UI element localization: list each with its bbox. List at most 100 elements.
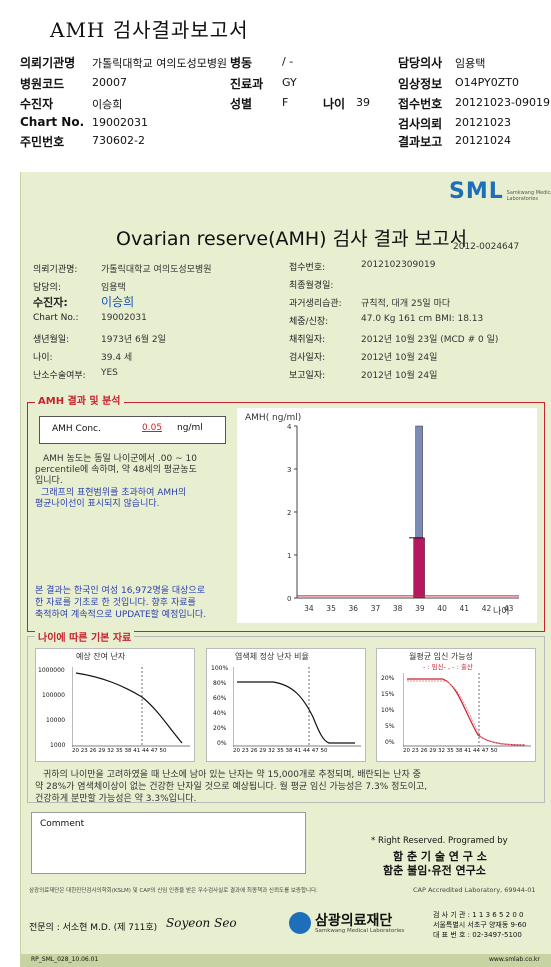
patient-value: 이승희 [92,98,123,111]
dept-label: 진료과 [230,77,264,91]
info-age-value: 39.4 세 [101,353,133,363]
analysis-line-3: 입니다. [35,476,63,486]
website: www.smlab.co.kr [489,956,540,963]
info-patient-label: 수진자: [33,296,68,309]
accreditation-note: 삼광의료재단은 대한진단검사의학회(KSLM) 및 CAP의 신임 인증을 받은… [29,888,318,894]
mini-chart-2-ytick: 100% [211,665,229,672]
sml-logo-text: SML [449,179,504,204]
info-patient-value: 이승희 [101,295,135,309]
rights-text: * Right Reserved. Programed by [371,836,508,846]
cap-accreditation: CAP Accredited Laboratory, 69944-01 [413,886,536,894]
mini-chart-2-ytick: 40% [213,710,227,717]
amh-x-tick-label: 35 [326,604,336,613]
info-receipt-value: 2012102309019 [361,260,436,270]
mini-chart-pregnancy: 월평균 임신 가능성 - : 임신- , - : 출산 20% 15% 10% … [376,648,536,762]
resident-no-label: 주민번호 [20,135,65,149]
amh-y-tick-label: 0 [287,595,291,603]
test-request-value: 20121023 [455,116,511,129]
age-data-section [27,636,545,803]
mini-chart-2-curve [237,681,355,744]
mini-chart-2-xticks: 20 23 26 29 32 35 38 41 44 47 50 [233,748,328,754]
info-lmp-label: 최종월경일: [289,281,334,291]
mini-chart-2-ytick: 0% [217,740,227,747]
dept-value: GY [282,76,297,89]
amh-concentration-box: AMH Conc. 0.05 ng/ml [39,416,226,444]
resident-no-value: 730602-2 [92,134,145,147]
mini-chart-3-ytick: 10% [381,707,395,714]
amh-y-tick-label: 3 [287,466,291,474]
mini-chart-3-ytick: 0% [385,739,395,746]
amh-conc-unit: ng/ml [177,423,203,433]
info-cycle-value: 규칙적, 대개 25일 마다 [361,299,451,309]
mini-chart-2-ytick: 80% [213,680,227,687]
amh-conc-value: 0.05 [142,423,163,433]
sex-label: 성별 [230,97,253,111]
info-body-value: 47.0 Kg 161 cm BMI: 18.13 [361,314,484,324]
hospital-code-value: 20007 [92,76,127,89]
analysis-line-5: 평균나이선이 표시되지 않습니다. [35,499,160,509]
doctor-value: 임용택 [455,57,486,70]
result-report-value: 20121024 [455,134,511,147]
mini-chart-3-ytick: 20% [381,675,395,682]
amh-x-tick-label: 38 [393,604,403,613]
info-doctor-label: 담당의: [33,283,61,293]
doctor-label: 담당의사 [398,56,443,70]
summary-line-2: 약 28%가 염색체이상이 없는 건강한 난자일 것으로 예상됩니다. 월 평균… [35,782,428,792]
ward-label: 병동 [230,56,253,70]
mini-chart-3-pregnancy-curve [407,678,526,746]
info-test-date-value: 2012년 10월 24일 [361,353,438,363]
sml-logo-subtitle: Samkwang Medical Laboratories [506,189,551,202]
info-body-label: 체중/신장: [289,317,329,327]
test-request-label: 검사의뢰 [398,117,443,131]
amh-x-tick-label: 36 [349,604,359,613]
foundation-logo-icon [289,912,311,934]
clinical-info-value: O14PY0ZT0 [455,76,520,89]
signature: Soyeon Seo [166,916,237,930]
info-birth-value: 1973년 6월 2일 [101,335,166,345]
lab-name-2: 함춘 불임·유전 연구소 [383,864,486,877]
info-age-label: 나이: [33,353,53,363]
comment-label: Comment [40,819,85,829]
info-collect-label: 채취일자: [289,335,326,345]
hospital-value: 가톨릭대학교 여의도성모병원 [92,57,228,70]
mini-chart-3-ytick: 5% [385,723,395,730]
mini-chart-1-xticks: 20 23 26 29 32 35 38 41 44 47 50 [72,748,167,754]
info-collect-value: 2012년 10월 23일 (MCD # 0 일) [361,335,499,345]
analysis-line-4: 그래프의 표현범위를 초과하여 AMH의 [41,488,187,498]
info-hospital-label: 의뢰기관명: [33,265,78,275]
mini-chart-3-title: 월평균 임신 가능성 [409,652,473,661]
receipt-no-label: 접수번호 [398,97,443,111]
amh-x-tick-label: 43 [504,604,514,613]
clinical-info-label: 임상정보 [398,77,443,91]
amh-x-tick-label: 40 [437,604,447,613]
info-ovary-surgery-value: YES [101,368,118,378]
foundation-name-en: Samkwang Medical Laboratories [315,928,405,934]
amh-conc-label: AMH Conc. [52,424,101,434]
mini-chart-1-curve [75,672,183,744]
analysis-line-2: percentile에 속하며, 약 48세의 평균농도 [35,465,197,475]
amh-section-title: AMH 결과 및 분석 [35,392,124,407]
document-title: AMH 검사결과보고서 [50,18,249,42]
mini-chart-1-ytick: 1000000 [38,667,65,674]
mini-chart-1-ytick: 1000 [50,742,66,749]
info-hospital-value: 가톨릭대학교 여의도성모병원 [101,265,212,275]
mini-chart-normal-ratio: 염색체 정상 난자 비율 100% 80% 60% 40% 20% 0% 20 … [206,648,366,762]
result-report-label: 결과보고 [398,135,443,149]
summary-line-3: 건강하게 분만할 가능성은 약 3.3%입니다. [35,794,197,804]
mini-chart-1-ytick: 100000 [42,692,65,699]
mini-chart-3-legend: - : 임신- , - : 출산 [423,663,473,671]
contact-line-2: 서울특별시 서초구 양재동 9-60 [433,921,527,929]
info-chart-no-value: 19002031 [101,313,147,323]
contact-line-3: 대 표 번 호 : 02-3497-5100 [433,931,522,939]
receipt-no-value: 20121023-09019 [455,96,550,109]
mini-chart-2-ytick: 60% [213,695,227,702]
mini-chart-2-plot [233,667,361,747]
sml-logo: SML Samkwang Medical Laboratories [449,179,551,204]
mini-chart-1-plot [72,667,190,747]
ward-value: / - [282,55,294,68]
chart-no-value: 19002031 [92,116,148,129]
mini-chart-3-birth-curve [407,680,526,746]
report-id: 2012-0024647 [453,242,520,252]
comment-box: Comment [31,812,306,874]
